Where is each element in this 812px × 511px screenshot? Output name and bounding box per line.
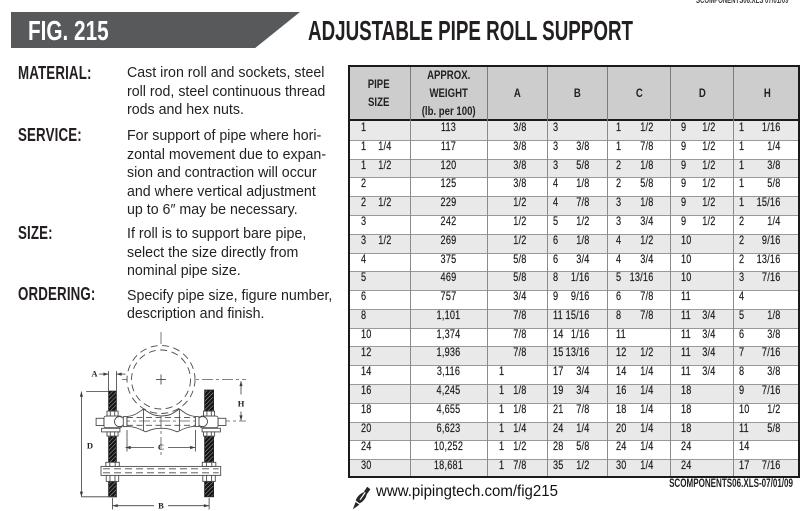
svg-text:B: B: [158, 500, 164, 510]
svg-text:H: H: [238, 398, 245, 408]
svg-text:D: D: [87, 440, 93, 450]
svg-text:A: A: [91, 369, 98, 379]
svg-text:C: C: [158, 442, 164, 452]
